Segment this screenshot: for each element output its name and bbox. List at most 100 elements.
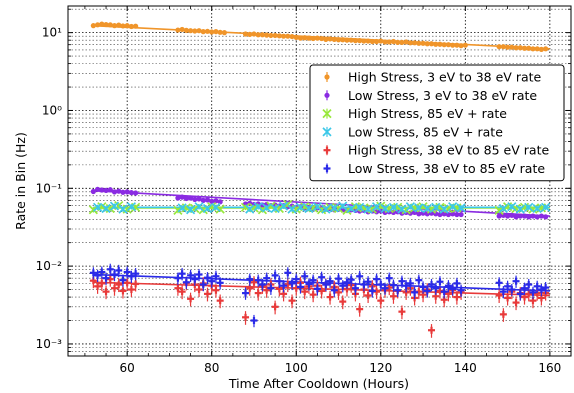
data-point bbox=[369, 38, 375, 45]
legend-item: Low Stress, 38 eV to 85 eV rate bbox=[323, 161, 545, 176]
data-point bbox=[509, 212, 515, 218]
legend-label: High Stress, 38 eV to 85 eV rate bbox=[348, 143, 549, 158]
data-point bbox=[525, 290, 533, 298]
data-point bbox=[254, 289, 262, 297]
data-point bbox=[377, 281, 385, 289]
data-point bbox=[419, 283, 427, 291]
data-point bbox=[517, 213, 523, 219]
marker-stroke bbox=[511, 203, 521, 214]
data-point bbox=[454, 211, 460, 218]
data-point bbox=[99, 21, 105, 27]
data-point bbox=[289, 33, 295, 40]
data-point bbox=[204, 28, 211, 34]
data-point bbox=[323, 36, 329, 42]
data-point bbox=[499, 288, 507, 296]
data-point bbox=[264, 32, 270, 38]
data-point bbox=[414, 203, 424, 213]
data-point bbox=[246, 275, 254, 283]
marker-stroke bbox=[448, 202, 458, 212]
data-point bbox=[344, 37, 350, 43]
legend-marker bbox=[322, 127, 332, 137]
data-point bbox=[196, 196, 202, 202]
data-point bbox=[212, 286, 220, 294]
data-point bbox=[192, 196, 198, 202]
series-5 bbox=[89, 263, 550, 328]
data-point bbox=[365, 38, 371, 44]
data-point bbox=[111, 23, 118, 29]
data-point bbox=[504, 282, 512, 290]
data-point bbox=[94, 271, 102, 279]
data-point bbox=[351, 284, 359, 292]
data-point bbox=[250, 278, 258, 286]
data-point bbox=[183, 27, 189, 33]
data-point bbox=[268, 32, 274, 39]
x-tick-label: 120 bbox=[369, 361, 392, 375]
data-point bbox=[191, 275, 199, 283]
data-point bbox=[192, 28, 198, 34]
data-point bbox=[389, 292, 397, 300]
data-point bbox=[245, 204, 255, 214]
data-point bbox=[310, 35, 316, 42]
marker-stroke bbox=[194, 202, 204, 212]
data-point bbox=[512, 299, 520, 307]
data-point bbox=[133, 23, 139, 29]
marker-stroke bbox=[101, 203, 111, 214]
data-point bbox=[187, 295, 195, 303]
data-point bbox=[288, 279, 296, 287]
data-point bbox=[394, 286, 402, 294]
marker-stroke bbox=[524, 202, 534, 212]
marker-stroke bbox=[359, 203, 369, 213]
data-point bbox=[103, 21, 109, 28]
data-point bbox=[119, 287, 127, 295]
marker-stroke bbox=[312, 202, 322, 212]
data-point bbox=[106, 265, 114, 273]
marker-stroke bbox=[92, 202, 103, 212]
data-point bbox=[431, 202, 441, 212]
data-point bbox=[174, 284, 182, 292]
data-point bbox=[458, 211, 464, 218]
series-3 bbox=[92, 201, 551, 215]
data-point bbox=[448, 202, 458, 212]
data-point bbox=[99, 187, 105, 193]
marker-stroke bbox=[371, 202, 382, 212]
data-point bbox=[187, 28, 194, 34]
data-point bbox=[439, 204, 449, 214]
marker-stroke bbox=[253, 202, 263, 212]
marker-stroke bbox=[338, 201, 348, 211]
data-point bbox=[178, 288, 186, 296]
data-point bbox=[302, 35, 308, 41]
data-point bbox=[179, 194, 185, 200]
series-0 bbox=[90, 21, 549, 52]
legend-item: Low Stress, 85 eV + rate bbox=[322, 124, 503, 139]
data-point bbox=[541, 202, 551, 212]
legend-item: Low Stress, 3 eV to 38 eV rate bbox=[324, 88, 537, 103]
data-point bbox=[102, 274, 110, 282]
data-point bbox=[532, 203, 542, 214]
marker-stroke bbox=[321, 204, 331, 214]
x-tick-label: 60 bbox=[120, 361, 135, 375]
marker-stroke bbox=[439, 204, 449, 214]
marker-stroke bbox=[456, 203, 466, 213]
plot-frame bbox=[67, 5, 572, 357]
data-point bbox=[538, 46, 545, 52]
marker-stroke bbox=[405, 202, 415, 212]
data-point bbox=[509, 44, 515, 50]
data-point bbox=[340, 37, 346, 43]
marker-stroke bbox=[295, 202, 306, 212]
data-point bbox=[246, 284, 254, 292]
data-point bbox=[432, 284, 440, 292]
data-point bbox=[287, 204, 297, 214]
legend-label: Low Stress, 38 eV to 85 eV rate bbox=[348, 161, 545, 176]
marker-stroke bbox=[363, 204, 373, 214]
data-point bbox=[462, 42, 468, 48]
data-point bbox=[496, 44, 502, 50]
data-point bbox=[89, 269, 97, 277]
data-point bbox=[363, 204, 373, 214]
data-point bbox=[422, 203, 432, 214]
data-point bbox=[437, 41, 443, 47]
data-point bbox=[348, 37, 354, 43]
data-point bbox=[378, 38, 384, 44]
data-point bbox=[534, 46, 540, 52]
axis-ticks: 60 80 100 120 140 160 10⁻³ 10⁻² 10⁻¹ 10⁰ 10¹ bbox=[36, 6, 571, 375]
data-point bbox=[292, 275, 300, 283]
